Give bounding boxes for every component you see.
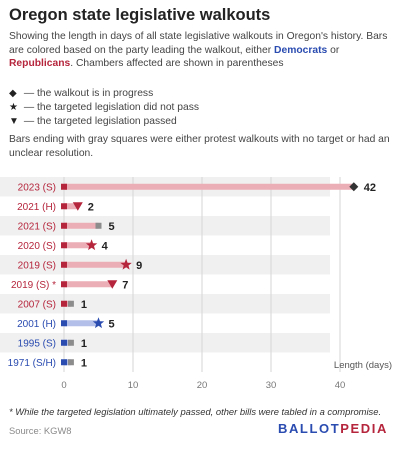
bar (64, 339, 71, 346)
bar (64, 320, 99, 327)
bar (64, 203, 78, 210)
star-icon: ★ (9, 102, 18, 113)
bar-start-marker (61, 203, 67, 210)
row-band (0, 294, 330, 314)
x-axis-label: Length (days) (334, 360, 392, 371)
x-tick-label: 20 (197, 380, 208, 391)
category-label: 2020 (S) (18, 241, 56, 252)
value-label: 4 (102, 240, 109, 252)
bar (64, 281, 113, 288)
row-band (0, 255, 330, 275)
diamond-marker (349, 182, 359, 192)
value-label: 5 (109, 318, 115, 330)
subtitle-text-3: . Chambers affected are shown in parenth… (70, 58, 284, 69)
x-tick-label: 0 (61, 380, 66, 391)
star-marker (92, 317, 105, 329)
subtitle-text-1: Showing the length in days of all state … (9, 31, 388, 56)
value-label: 1 (81, 357, 87, 369)
category-label: 2019 (S) (18, 260, 56, 271)
republicans-label: Republicans (9, 58, 71, 69)
bar-start-marker (61, 222, 67, 229)
logo-text-left: BALLOT (277, 421, 341, 436)
category-label: 2001 (H) (17, 319, 56, 330)
triangle-marker (72, 202, 83, 211)
x-tick-label: 40 (335, 380, 346, 391)
gray-square-note: Bars ending with gray squares were eithe… (9, 134, 390, 159)
square-marker (67, 359, 74, 366)
bar-start-marker (61, 359, 67, 366)
chart-subtitle: Showing the length in days of all state … (9, 30, 393, 71)
triangle-marker (107, 280, 118, 289)
category-label: 2021 (S) (18, 221, 56, 232)
key-item-label: — the targeted legislation passed (23, 116, 177, 127)
category-label: 2007 (S) (18, 299, 56, 310)
bar-start-marker (61, 320, 67, 327)
value-label: 5 (109, 221, 115, 233)
square-marker (67, 339, 74, 346)
bar-start-marker (61, 300, 67, 307)
square-marker (95, 222, 102, 229)
key-item-did-not-pass: ★ — the targeted legislation did not pas… (9, 102, 199, 113)
value-label: 1 (81, 338, 87, 350)
bar (64, 183, 354, 190)
star-marker (120, 258, 132, 270)
bar (64, 359, 71, 366)
logo-text-right: PEDIA (340, 421, 388, 436)
category-label: 1995 (S) (18, 338, 56, 349)
value-label: 7 (122, 279, 128, 291)
footnote: * While the targeted legislation ultimat… (9, 406, 382, 417)
democrats-label: Democrats (274, 44, 328, 56)
bar-start-marker (61, 261, 67, 268)
bar (64, 242, 92, 249)
key-item-label: — the walkout is in progress (23, 88, 154, 99)
chart-title: Oregon state legislative walkouts (9, 6, 271, 24)
source-note: Source: KGW8 (9, 425, 72, 436)
category-label: 2023 (S) (18, 182, 56, 193)
bar-start-marker (61, 281, 67, 288)
triangle-down-icon: ▼ (9, 116, 19, 127)
value-label: 1 (81, 299, 87, 311)
row-band (0, 333, 330, 353)
bar-start-marker (61, 183, 67, 190)
square-marker (67, 300, 74, 307)
x-tick-label: 30 (266, 380, 277, 391)
value-label: 9 (136, 260, 142, 272)
value-label: 42 (364, 182, 376, 194)
bar (64, 300, 71, 307)
value-label: 2 (88, 201, 94, 213)
ballotpedia-logo: BALLOTPEDIA (278, 421, 388, 436)
bar-start-marker (61, 242, 67, 249)
key-item-passed: ▼ — the targeted legislation passed (9, 116, 177, 127)
category-label: 2019 (S) * (11, 280, 56, 291)
row-band (0, 216, 330, 236)
x-tick-label: 10 (128, 380, 139, 391)
star-marker (85, 239, 98, 251)
diamond-icon: ◆ (9, 88, 17, 99)
category-label: 1971 (S/H) (8, 358, 56, 369)
bar (64, 222, 99, 229)
bar (64, 261, 127, 268)
key-item-in-progress: ◆ — the walkout is in progress (9, 88, 153, 99)
bar-start-marker (61, 339, 67, 346)
category-label: 2021 (H) (17, 202, 56, 213)
key-item-label: — the targeted legislation did not pass (23, 102, 200, 113)
subtitle-text-2: or (327, 44, 340, 56)
